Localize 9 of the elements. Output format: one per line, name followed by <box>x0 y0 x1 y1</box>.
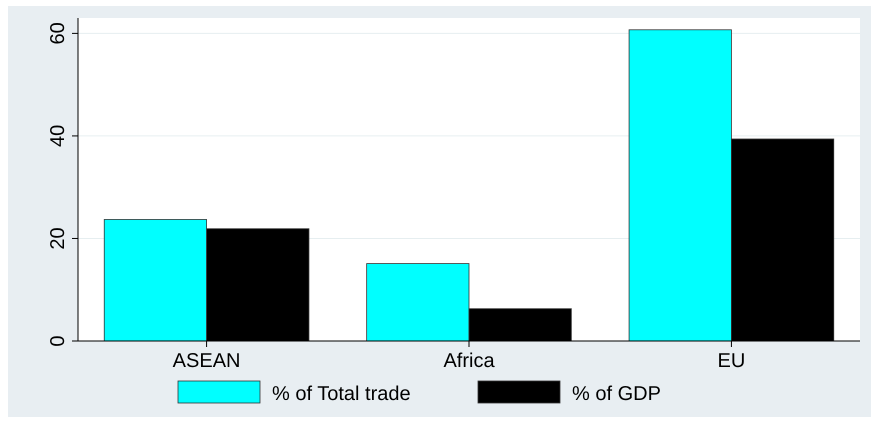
x-tick-label: ASEAN <box>172 350 240 372</box>
legend-label: % of GDP <box>572 383 661 405</box>
y-tick-label: 20 <box>47 227 69 250</box>
x-tick-label: EU <box>718 350 746 372</box>
y-tick-label: 60 <box>47 22 69 45</box>
y-tick-label: 0 <box>47 335 69 347</box>
y-tick-label: 40 <box>47 124 69 148</box>
legend-label: % of Total trade <box>272 383 411 405</box>
x-tick-label: Africa <box>443 350 496 372</box>
